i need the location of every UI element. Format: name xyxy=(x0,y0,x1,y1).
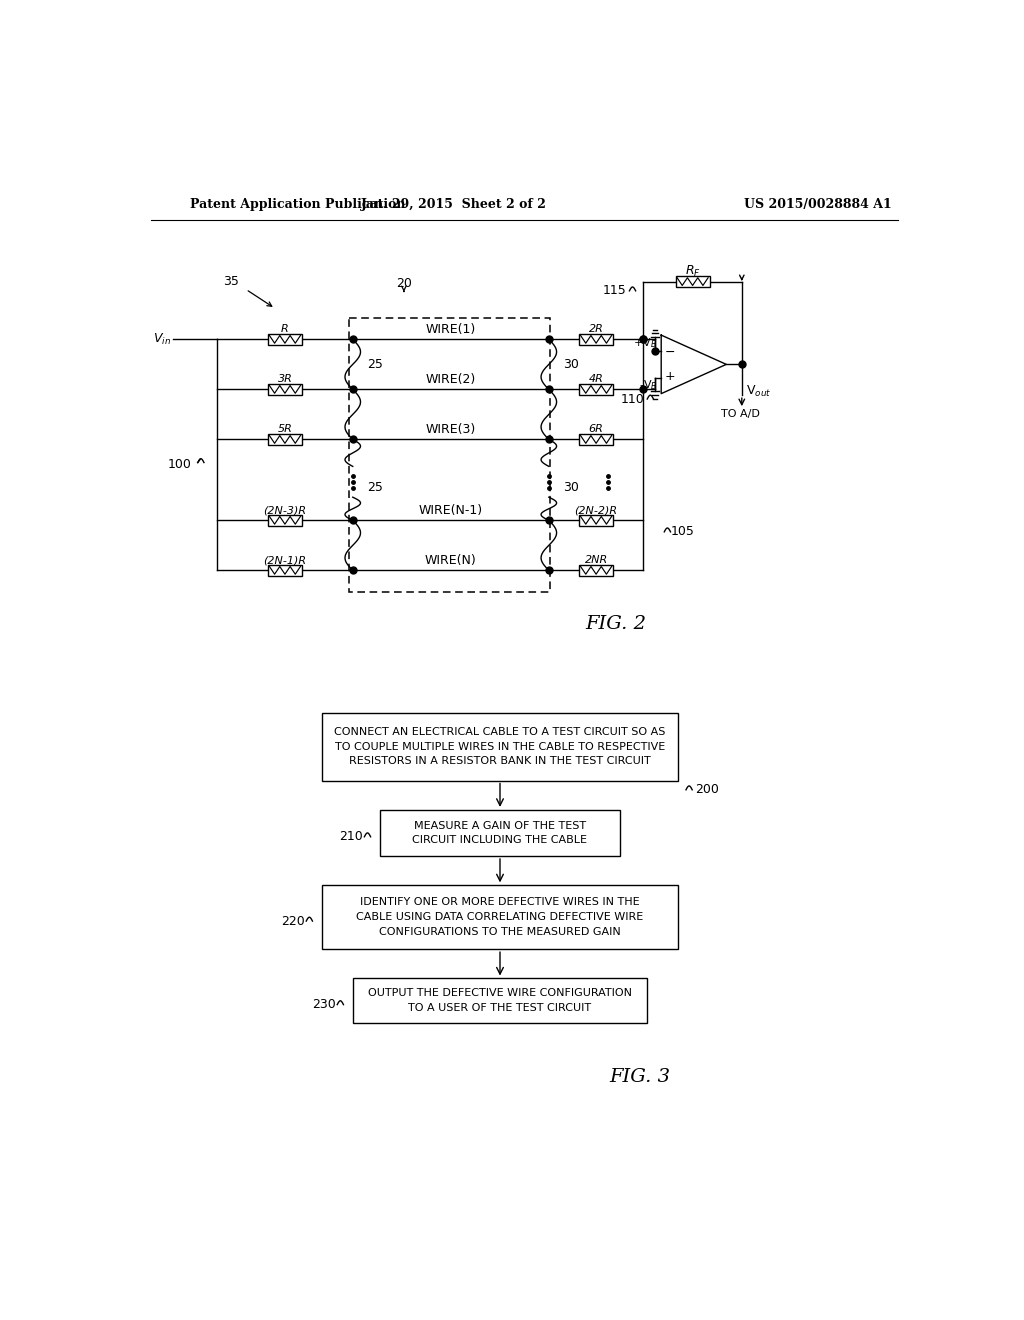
Text: 30: 30 xyxy=(563,358,579,371)
Text: 35: 35 xyxy=(223,275,239,288)
Text: V$_{in}$: V$_{in}$ xyxy=(153,331,171,347)
Text: Patent Application Publication: Patent Application Publication xyxy=(190,198,406,211)
Text: +: + xyxy=(665,371,676,383)
Bar xyxy=(676,276,710,286)
Bar xyxy=(268,334,302,345)
Bar xyxy=(579,565,613,576)
Text: 210: 210 xyxy=(339,830,362,843)
Bar xyxy=(268,384,302,395)
Text: −: − xyxy=(665,346,676,359)
Text: -V$_B$: -V$_B$ xyxy=(639,379,657,392)
Text: US 2015/0028884 A1: US 2015/0028884 A1 xyxy=(743,198,892,211)
Text: 5R: 5R xyxy=(278,425,293,434)
Text: TO A/D: TO A/D xyxy=(721,409,760,420)
Text: 25: 25 xyxy=(367,358,383,371)
Text: (2N-2)R: (2N-2)R xyxy=(574,506,617,515)
Bar xyxy=(352,978,647,1023)
Text: WIRE(N): WIRE(N) xyxy=(425,554,476,566)
Text: MEASURE A GAIN OF THE TEST
CIRCUIT INCLUDING THE CABLE: MEASURE A GAIN OF THE TEST CIRCUIT INCLU… xyxy=(413,821,588,845)
Text: 6R: 6R xyxy=(589,425,603,434)
Bar xyxy=(579,334,613,345)
Text: (2N-1)R: (2N-1)R xyxy=(263,556,306,565)
Text: 115: 115 xyxy=(602,284,627,297)
Text: 4R: 4R xyxy=(589,375,603,384)
Text: 100: 100 xyxy=(168,458,191,471)
Text: WIRE(2): WIRE(2) xyxy=(426,372,476,385)
Text: WIRE(N-1): WIRE(N-1) xyxy=(419,504,483,517)
Text: R$_F$: R$_F$ xyxy=(685,264,700,279)
Text: R: R xyxy=(281,325,289,334)
Text: WIRE(3): WIRE(3) xyxy=(426,422,476,436)
Text: FIG. 2: FIG. 2 xyxy=(586,615,647,634)
Text: 2R: 2R xyxy=(589,325,603,334)
Text: 230: 230 xyxy=(312,998,336,1011)
Bar xyxy=(268,565,302,576)
Text: 25: 25 xyxy=(367,482,383,495)
Text: 105: 105 xyxy=(671,525,694,539)
Bar xyxy=(268,515,302,525)
Text: WIRE(1): WIRE(1) xyxy=(426,323,476,335)
Text: CONNECT AN ELECTRICAL CABLE TO A TEST CIRCUIT SO AS
TO COUPLE MULTIPLE WIRES IN : CONNECT AN ELECTRICAL CABLE TO A TEST CI… xyxy=(334,727,666,767)
Text: V$_{out}$: V$_{out}$ xyxy=(745,384,771,399)
Bar xyxy=(268,434,302,445)
Text: 20: 20 xyxy=(396,277,412,289)
Text: IDENTIFY ONE OR MORE DEFECTIVE WIRES IN THE
CABLE USING DATA CORRELATING DEFECTI: IDENTIFY ONE OR MORE DEFECTIVE WIRES IN … xyxy=(356,898,644,937)
Bar xyxy=(579,434,613,445)
Bar xyxy=(322,713,678,780)
Bar xyxy=(349,318,550,591)
Bar xyxy=(579,515,613,525)
Bar xyxy=(322,886,678,949)
Text: 200: 200 xyxy=(695,783,719,796)
Text: 220: 220 xyxy=(281,915,305,928)
Text: Jan. 29, 2015  Sheet 2 of 2: Jan. 29, 2015 Sheet 2 of 2 xyxy=(360,198,547,211)
Text: 110: 110 xyxy=(621,392,644,405)
Text: 3R: 3R xyxy=(278,375,293,384)
Text: OUTPUT THE DEFECTIVE WIRE CONFIGURATION
TO A USER OF THE TEST CIRCUIT: OUTPUT THE DEFECTIVE WIRE CONFIGURATION … xyxy=(368,989,632,1014)
Bar xyxy=(579,384,613,395)
Text: 30: 30 xyxy=(563,482,579,495)
Text: +V$_B$: +V$_B$ xyxy=(634,337,657,350)
Text: 2NR: 2NR xyxy=(585,556,607,565)
Text: (2N-3)R: (2N-3)R xyxy=(263,506,306,515)
Text: FIG. 3: FIG. 3 xyxy=(609,1068,670,1086)
Bar xyxy=(380,810,621,857)
